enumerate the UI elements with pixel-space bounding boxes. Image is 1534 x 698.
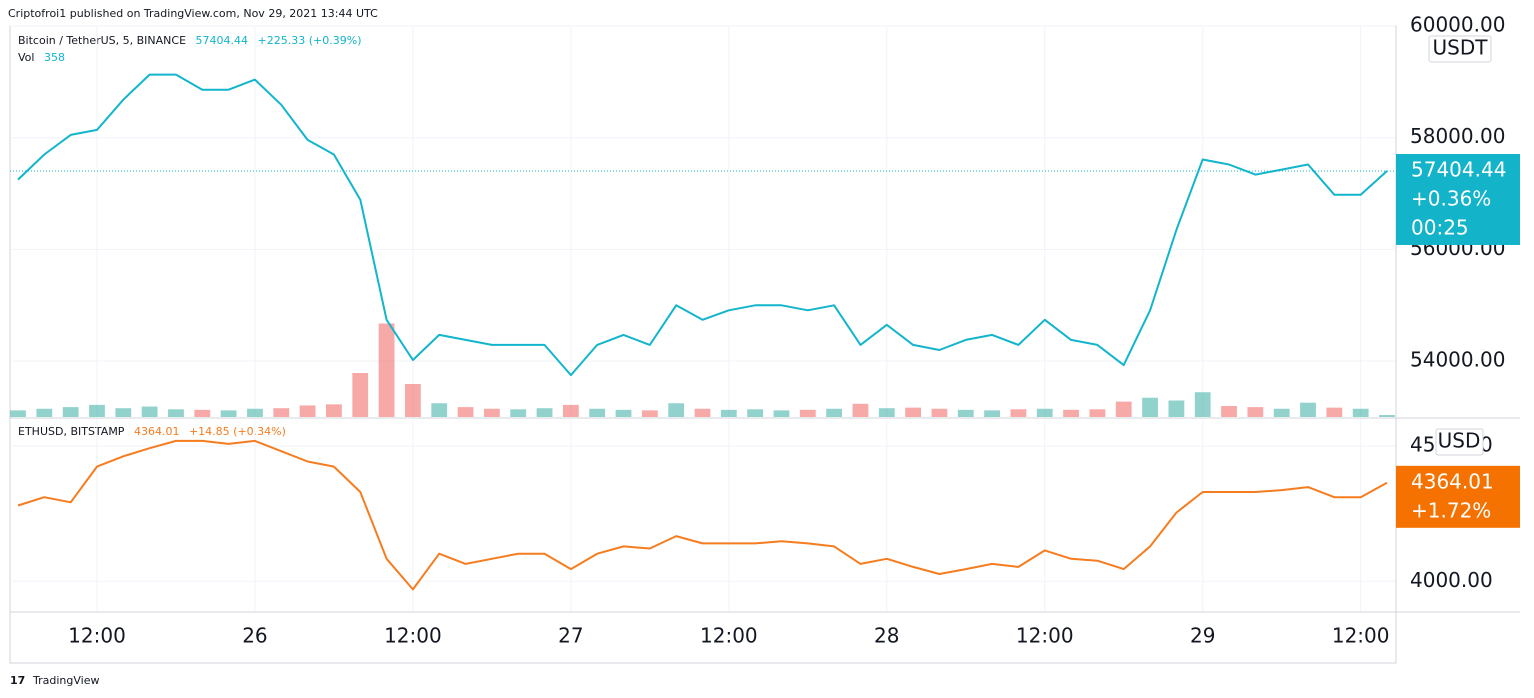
price-box <box>1396 153 1520 245</box>
legend-title: ETHUSD, BITSTAMP <box>18 425 125 438</box>
legend-change: +225.33 (+0.39%) <box>258 34 362 47</box>
volume-bar <box>457 407 474 417</box>
volume-bar <box>510 409 527 417</box>
volume-bar <box>589 408 606 417</box>
volume-bar <box>431 403 448 417</box>
volume-bar <box>1115 401 1132 417</box>
y-tick-label: 58000.00 <box>1410 124 1505 148</box>
volume-bar <box>773 410 790 417</box>
price-box-change-pct: +1.72% <box>1411 498 1491 522</box>
volume-bar <box>747 409 764 417</box>
volume-bar <box>36 408 53 417</box>
legend-change: +14.85 (+0.34%) <box>189 425 286 438</box>
volume-bar <box>352 373 369 417</box>
currency-box <box>1435 428 1484 456</box>
volume-bar <box>168 409 184 417</box>
price-box <box>1396 465 1520 528</box>
volume-bar <box>799 409 816 417</box>
currency-label: USD <box>1438 429 1481 453</box>
x-tick-label: 12:00 <box>68 624 126 648</box>
legend-price: 57404.44 <box>196 34 249 47</box>
y-tick-label: 60000.00 <box>1410 13 1505 37</box>
footer-logo: 17 <box>10 674 25 687</box>
volume-bar <box>1010 409 1027 417</box>
vol-legend: Vol 358 <box>18 51 65 64</box>
price-line <box>17 439 1388 591</box>
volume-bar <box>378 323 395 417</box>
volume-bar <box>1036 408 1053 417</box>
eth-legend: ETHUSD, BITSTAMP 4364.01 +14.85 (+0.34%) <box>18 425 286 438</box>
legend-title: Bitcoin / TetherUS, 5, BINANCE <box>18 34 186 47</box>
vol-name: Vol <box>18 51 34 64</box>
volume-bar <box>536 408 553 417</box>
legend-price: 4364.01 <box>134 425 180 438</box>
volume-bar <box>694 408 711 417</box>
volume-bar <box>1221 406 1237 417</box>
volume-bar <box>720 409 737 417</box>
volume-bar <box>1326 407 1343 417</box>
x-tick-label: 28 <box>874 624 899 648</box>
price-line <box>17 73 1388 377</box>
price-box-change-pct: +0.36% <box>1411 186 1491 210</box>
volume-bar <box>878 408 895 417</box>
volume-bar <box>668 403 685 417</box>
volume-bar <box>562 404 579 417</box>
volume-bar <box>483 408 500 417</box>
volume-bar <box>1300 402 1316 417</box>
volume-bar <box>10 410 26 417</box>
price-box-last-price: 57404.44 <box>1411 157 1506 181</box>
volume-bar <box>194 409 211 417</box>
volume-bar <box>62 407 79 417</box>
volume-bar <box>931 408 948 417</box>
volume-bar <box>115 408 132 417</box>
volume-bar <box>852 403 869 417</box>
vol-value: 358 <box>44 51 65 64</box>
volume-bar <box>1247 407 1264 417</box>
volume-bar <box>1194 392 1211 417</box>
volume-bar <box>1273 408 1290 417</box>
volume-bar <box>905 407 922 417</box>
y-tick-label: 4000.00 <box>1410 568 1493 592</box>
x-tick-label: 26 <box>242 624 267 648</box>
volume-bar <box>299 405 316 417</box>
price-box-last-price: 4364.01 <box>1411 469 1494 493</box>
volume-bar <box>1142 397 1158 417</box>
volume-bar <box>273 408 290 417</box>
currency-label: USDT <box>1433 36 1489 60</box>
volume-bar <box>247 408 263 417</box>
volume-bar <box>826 408 843 417</box>
brand: TradingView <box>32 674 99 687</box>
volume-bar <box>1379 415 1395 417</box>
volume-bar <box>984 410 1000 417</box>
x-tick-label: 27 <box>558 624 583 648</box>
x-tick-label: 29 <box>1190 624 1215 648</box>
volume-bar <box>220 410 237 417</box>
volume-bar <box>1089 409 1106 417</box>
x-tick-label: 12:00 <box>1332 624 1390 648</box>
volume-bar <box>326 404 342 417</box>
chart-frame <box>9 25 1397 664</box>
currency-box <box>1428 35 1492 63</box>
y-tick-label: 54000.00 <box>1410 348 1505 372</box>
volume-bar <box>957 409 974 417</box>
btc-legend: Bitcoin / TetherUS, 5, BINANCE 57404.44 … <box>18 34 362 47</box>
price-box-countdown: 00:25 <box>1411 215 1469 239</box>
x-tick-label: 12:00 <box>1016 624 1074 648</box>
volume-bar <box>1352 408 1369 417</box>
volume-bar <box>1063 409 1079 417</box>
x-tick-label: 12:00 <box>384 624 442 648</box>
volume-bar <box>141 406 158 417</box>
volume-bar <box>405 384 421 417</box>
logo-mark: 17 <box>10 674 25 687</box>
volume-bar <box>615 409 632 417</box>
volume-bar <box>641 410 658 417</box>
x-tick-label: 12:00 <box>700 624 758 648</box>
volume-bar <box>89 404 105 417</box>
volume-bar <box>1168 400 1185 417</box>
publisher: Criptofroi1 published on TradingView.com… <box>8 7 378 20</box>
